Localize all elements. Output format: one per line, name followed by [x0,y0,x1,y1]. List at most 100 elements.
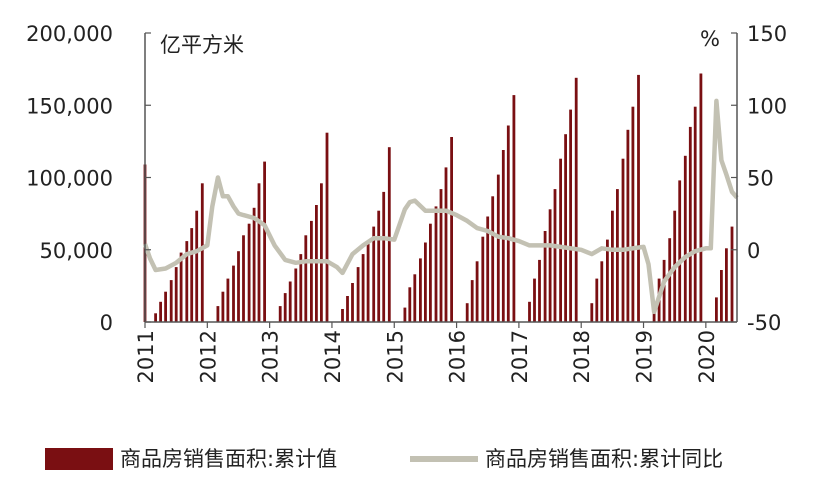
bar [242,235,245,322]
bar [668,238,672,322]
line-path [142,98,739,315]
right-tick-label: 100 [747,94,787,118]
bar [662,259,666,322]
bar [200,183,204,322]
bar [232,265,235,322]
bar [366,241,370,322]
x-tick-label: 2015 [383,330,407,383]
bar [185,241,189,322]
right-tick-label: -50 [747,311,781,335]
x-tick-label: 2014 [321,330,345,383]
bar [693,106,697,322]
bar-series [143,73,734,323]
right-unit-label: % [700,27,720,51]
bar [683,155,687,322]
left-tick-label: 150,000 [26,94,113,118]
bar [730,226,734,322]
bar [257,183,261,322]
axes: 200,000 150,000 100,000 50,000 0 150 100 50 0 -50… [26,22,787,383]
x-tick-label: 2013 [259,330,283,383]
bar [278,306,282,322]
left-tick-label: 0 [100,311,113,335]
bar [715,297,718,322]
bar [528,301,531,322]
bar [559,158,562,322]
bar [688,126,692,323]
bar [419,258,422,322]
bar [496,174,500,322]
x-tick-label: 2018 [570,330,594,383]
x-tick-label: 2011 [134,330,158,383]
bar [621,158,625,322]
bar [325,132,329,322]
bar [533,278,536,322]
bar [611,210,614,322]
bar [444,167,448,322]
bar [626,129,630,322]
bar [382,191,386,322]
bar [341,309,344,322]
left-tick-label: 50,000 [40,239,113,263]
bar [169,280,173,322]
bar [304,235,308,322]
bar [154,313,157,322]
bar [465,303,469,322]
bar [252,207,256,322]
bar [678,180,682,322]
x-tick-label: 2019 [633,330,657,383]
bar [470,280,474,322]
bar [247,223,251,322]
right-tick-label: 150 [747,22,787,46]
bar [600,261,604,322]
bar [320,183,323,322]
bar [221,291,225,322]
bar [377,210,381,322]
bar [237,251,240,322]
bar [564,134,567,322]
bar [538,259,541,322]
bar [299,254,303,322]
bar [195,210,199,322]
bar [408,287,412,322]
legend: 商品房销售面积:累计值 商品房销售面积:累计同比 [45,447,723,471]
right-tick-label: 50 [747,167,774,191]
x-tick-label: 2016 [446,330,470,383]
left-tick-label: 200,000 [26,22,113,46]
bar [429,223,432,322]
bar [439,189,443,322]
bar [590,303,594,322]
bar [372,226,376,322]
bar [616,189,619,322]
bar [506,125,510,322]
x-tick-label: 2020 [695,330,719,383]
bar [606,239,609,322]
bar [434,206,438,322]
bar [512,95,516,322]
bar [569,109,572,322]
bar [450,137,453,322]
bar [159,301,162,322]
bar [413,274,417,322]
bar [294,268,298,322]
bar [263,161,266,322]
legend-bar-swatch [45,448,113,470]
bar [387,147,391,322]
bar [481,236,485,322]
bar [491,196,495,322]
bar [351,283,354,322]
bar [179,252,183,322]
bar [226,278,230,322]
left-unit-label: 亿平方米 [160,33,244,57]
left-tick-label: 100,000 [26,167,113,191]
bar [361,254,365,322]
bar [595,278,599,322]
bar [725,248,728,322]
bar [553,189,557,322]
bar [346,296,349,322]
bar [403,307,407,322]
bar [190,228,194,322]
legend-bar-label: 商品房销售面积:累计值 [120,447,337,471]
x-tick-label: 2017 [508,330,532,383]
bar [174,267,178,322]
